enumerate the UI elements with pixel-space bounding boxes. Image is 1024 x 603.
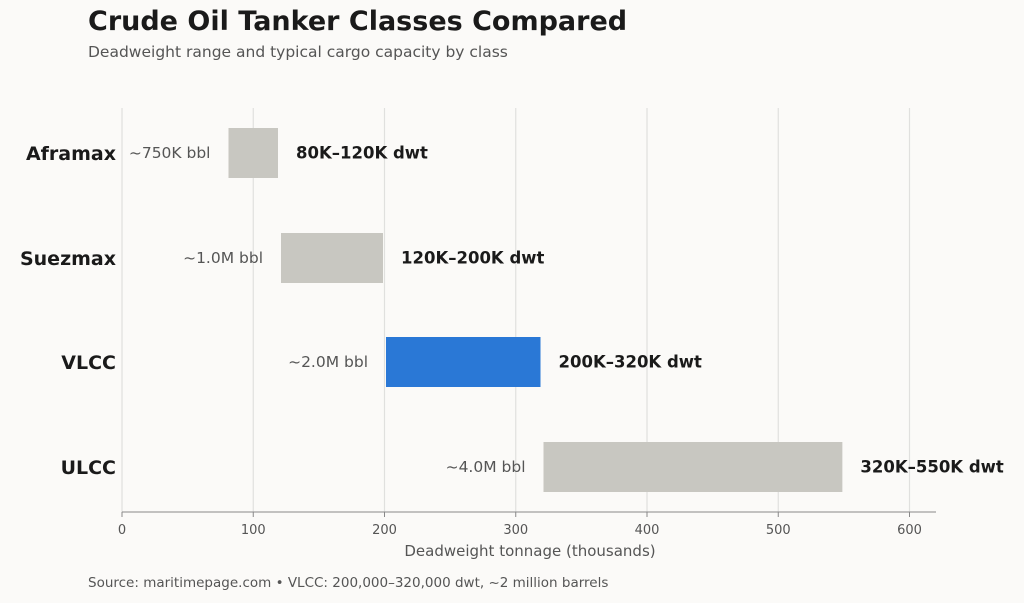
- bar-labels: ~750K bbl 80K–120K dwt ~1.0M bbl 120K–200K …: [129, 144, 1004, 477]
- range-label: 200K–320K dwt: [559, 353, 703, 372]
- range-bars: [228, 128, 843, 492]
- range-bar-ulcc: [543, 442, 843, 492]
- x-axis-label: Deadweight tonnage (thousands): [404, 542, 655, 560]
- category-label: ULCC: [61, 457, 116, 479]
- range-bar-aframax: [228, 128, 278, 178]
- capacity-label: ~750K bbl: [129, 144, 211, 162]
- x-tick-label: 400: [635, 523, 660, 538]
- range-label: 320K–550K dwt: [860, 458, 1004, 477]
- range-bar-suezmax: [281, 233, 383, 283]
- range-label: 120K–200K dwt: [401, 249, 545, 268]
- category-label: VLCC: [61, 352, 116, 374]
- range-label: 80K–120K dwt: [296, 144, 428, 163]
- capacity-label: ~2.0M bbl: [288, 353, 368, 371]
- x-tick-label: 200: [372, 523, 397, 538]
- gridlines: [121, 108, 911, 512]
- category-label: Aframax: [26, 143, 116, 165]
- source-note: Source: maritimepage.com • VLCC: 200,000…: [88, 575, 609, 591]
- category-label: Suezmax: [20, 248, 116, 270]
- category-labels: Aframax Suezmax VLCC ULCC: [20, 143, 116, 479]
- x-axis: 0 100 200 300 400 500 600: [118, 511, 936, 538]
- x-tick-label: 600: [897, 523, 922, 538]
- x-tick-label: 300: [503, 523, 528, 538]
- x-tick-label: 100: [241, 523, 266, 538]
- chart-title: Crude Oil Tanker Classes Compared: [88, 6, 628, 37]
- capacity-label: ~1.0M bbl: [183, 249, 263, 267]
- range-bar-vlcc: [386, 337, 541, 387]
- x-tick-label: 0: [118, 523, 126, 538]
- chart-subtitle: Deadweight range and typical cargo capac…: [88, 43, 508, 61]
- x-tick-label: 500: [766, 523, 791, 538]
- capacity-label: ~4.0M bbl: [446, 458, 526, 476]
